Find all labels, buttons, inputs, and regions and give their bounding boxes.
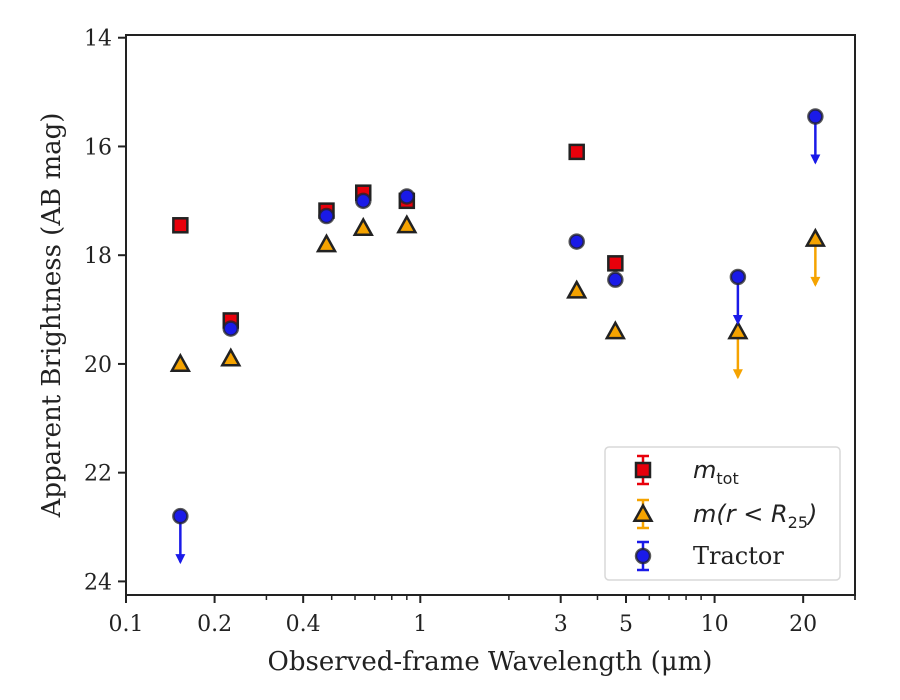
y-tick-label: 14 bbox=[84, 27, 112, 52]
m-r25-point bbox=[315, 233, 338, 253]
y-tick-label: 18 bbox=[84, 244, 112, 269]
tractor-point bbox=[398, 188, 416, 205]
y-tick-label: 16 bbox=[84, 135, 112, 160]
m-r25-point bbox=[169, 352, 191, 372]
legend-marker-triangle bbox=[632, 502, 654, 523]
x-tick-label: 20 bbox=[789, 612, 817, 637]
x-tick-label: 0.4 bbox=[286, 612, 321, 637]
m-r25-point bbox=[220, 347, 242, 367]
legend-marker-square bbox=[634, 461, 652, 479]
upper-limit-arrowhead bbox=[810, 154, 821, 165]
y-tick-label: 20 bbox=[84, 353, 112, 378]
tractor-point bbox=[318, 207, 335, 225]
legend-label: mtot bbox=[693, 456, 739, 488]
tractor-point bbox=[355, 192, 372, 210]
legend-box bbox=[604, 446, 841, 581]
m-r25-point bbox=[604, 320, 626, 340]
x-tick-label: 0.2 bbox=[197, 612, 232, 637]
m-r25-point bbox=[804, 227, 826, 247]
m-tot-point bbox=[607, 255, 624, 272]
y-axis-label: Apparent Brightness (AB mag) bbox=[37, 113, 67, 519]
x-tick-label: 5 bbox=[619, 612, 633, 637]
chart-marks bbox=[169, 108, 826, 565]
legend: mtot m(r < R25) Tractor bbox=[604, 446, 841, 581]
upper-limit-arrowhead bbox=[810, 276, 821, 287]
m-r25-point bbox=[727, 320, 749, 340]
m-tot-point bbox=[172, 217, 189, 234]
x-tick-label: 3 bbox=[554, 612, 568, 637]
m-r25-point bbox=[396, 214, 418, 234]
m-r25-point bbox=[352, 216, 374, 237]
y-tick-label: 24 bbox=[84, 570, 112, 595]
x-axis-label: Observed-frame Wavelength (μm) bbox=[268, 647, 713, 677]
upper-limit-arrowhead bbox=[732, 314, 743, 325]
chart-axes: 14 16 18 20 22 24 0.1 0.2 0.4 1 3 5 10 20 bbox=[84, 27, 856, 637]
upper-limit-arrowhead bbox=[175, 554, 186, 565]
legend-label: m(r < R25) bbox=[693, 500, 817, 532]
x-tick-label: 10 bbox=[701, 612, 729, 637]
tractor-point bbox=[807, 108, 824, 125]
tractor-point bbox=[729, 268, 747, 286]
m-tot-point bbox=[568, 143, 585, 161]
m-r25-point bbox=[566, 279, 588, 299]
legend-label: Tractor bbox=[693, 542, 784, 570]
plot-frame bbox=[125, 34, 856, 596]
tractor-point bbox=[222, 320, 240, 337]
y-tick-label: 22 bbox=[84, 462, 112, 487]
x-tick-label: 0.1 bbox=[109, 612, 144, 637]
tractor-point bbox=[607, 271, 624, 288]
x-tick-label: 1 bbox=[413, 612, 427, 637]
tractor-point bbox=[568, 233, 585, 250]
upper-limit-arrowhead bbox=[732, 369, 743, 380]
legend-marker-circle bbox=[634, 547, 652, 565]
tractor-point bbox=[172, 507, 189, 525]
